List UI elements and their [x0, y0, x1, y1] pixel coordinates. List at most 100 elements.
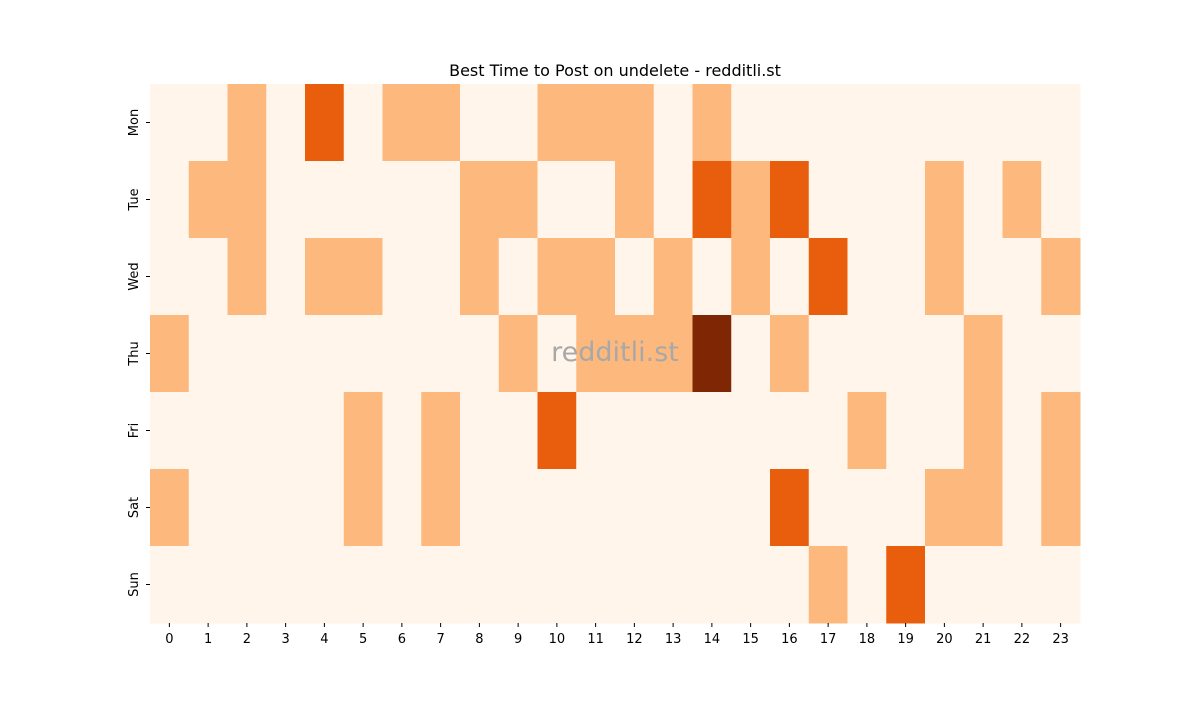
- heatmap-cell-tue-2: [227, 161, 267, 239]
- heatmap-cell-mon-18: [847, 84, 887, 162]
- heatmap-cell-wed-16: [770, 238, 810, 316]
- heatmap-cell-mon-20: [925, 84, 965, 162]
- x-tick-label: 5: [359, 632, 367, 647]
- heatmap-cell-sun-21: [963, 546, 1003, 624]
- heatmap-cell-mon-16: [770, 84, 810, 162]
- heatmap-cell-mon-8: [460, 84, 500, 162]
- heatmap-cell-sat-6: [382, 469, 422, 547]
- x-tick-label: 8: [475, 632, 483, 647]
- heatmap-cell-sat-18: [847, 469, 887, 547]
- heatmap-cell-tue-23: [1041, 161, 1081, 239]
- heatmap-cell-wed-2: [227, 238, 267, 316]
- heatmap-cell-sat-8: [460, 469, 500, 547]
- heatmap-cell-thu-6: [382, 315, 422, 393]
- heatmap-cell-wed-11: [576, 238, 616, 316]
- heatmap-cell-sun-20: [925, 546, 965, 624]
- heatmap-cell-thu-2: [227, 315, 267, 393]
- y-axis: Mon Tue Wed Thu Fri Sat Sun: [127, 109, 150, 597]
- heatmap-cell-wed-9: [498, 238, 538, 316]
- heatmap-cell-sat-3: [266, 469, 306, 547]
- heatmap-cell-tue-7: [421, 161, 461, 239]
- heatmap-cell-wed-22: [1002, 238, 1042, 316]
- heatmap-cell-wed-23: [1041, 238, 1081, 316]
- heatmap-cell-thu-19: [886, 315, 926, 393]
- heatmap-cell-sat-7: [421, 469, 461, 547]
- heatmap-cell-fri-16: [770, 392, 810, 470]
- x-tick-label: 7: [436, 632, 444, 647]
- heatmap-cell-wed-1: [188, 238, 228, 316]
- heatmap-cell-tue-21: [963, 161, 1003, 239]
- heatmap-cell-fri-12: [615, 392, 655, 470]
- heatmap-cell-sat-4: [305, 469, 345, 547]
- heatmap-cell-thu-4: [305, 315, 345, 393]
- heatmap-cell-thu-23: [1041, 315, 1081, 393]
- heatmap-cell-fri-18: [847, 392, 887, 470]
- heatmap-cell-tue-9: [498, 161, 538, 239]
- heatmap-cell-sun-2: [227, 546, 267, 624]
- heatmap-cell-sat-23: [1041, 469, 1081, 547]
- heatmap-cell-mon-5: [343, 84, 383, 162]
- heatmap-cell-sat-22: [1002, 469, 1042, 547]
- heatmap-cell-mon-11: [576, 84, 616, 162]
- y-tick-label: Fri: [127, 423, 142, 439]
- heatmap-cell-tue-15: [731, 161, 771, 239]
- heatmap-cell-fri-4: [305, 392, 345, 470]
- heatmap-cell-sun-5: [343, 546, 383, 624]
- heatmap-cell-sat-19: [886, 469, 926, 547]
- heatmap-cell-fri-7: [421, 392, 461, 470]
- heatmap-cell-tue-6: [382, 161, 422, 239]
- heatmap-cell-tue-8: [460, 161, 500, 239]
- heatmap-cell-sat-12: [615, 469, 655, 547]
- heatmap-cell-thu-10: [537, 315, 577, 393]
- heatmap-cell-sat-20: [925, 469, 965, 547]
- heatmap-cell-thu-20: [925, 315, 965, 393]
- heatmap-cell-mon-9: [498, 84, 538, 162]
- heatmap-cell-fri-10: [537, 392, 577, 470]
- x-tick-label: 3: [281, 632, 289, 647]
- heatmap-cell-fri-3: [266, 392, 306, 470]
- heatmap-cell-wed-20: [925, 238, 965, 316]
- x-tick-label: 6: [398, 632, 406, 647]
- heatmap-cell-sat-5: [343, 469, 383, 547]
- heatmap-cell-sun-11: [576, 546, 616, 624]
- x-tick-label: 11: [587, 632, 604, 647]
- heatmap-cell-thu-9: [498, 315, 538, 393]
- heatmap-cell-mon-10: [537, 84, 577, 162]
- heatmap-cell-tue-5: [343, 161, 383, 239]
- heatmap-cell-sun-0: [150, 546, 190, 624]
- heatmap-cell-fri-5: [343, 392, 383, 470]
- heatmap-cell-wed-4: [305, 238, 345, 316]
- heatmap-cell-thu-3: [266, 315, 306, 393]
- heatmap-cell-wed-3: [266, 238, 306, 316]
- heatmap-cell-sat-13: [653, 469, 693, 547]
- x-tick-label: 15: [742, 632, 759, 647]
- heatmap-cell-fri-1: [188, 392, 228, 470]
- heatmap-cell-fri-14: [692, 392, 732, 470]
- heatmap-cell-thu-15: [731, 315, 771, 393]
- heatmap-cell-tue-19: [886, 161, 926, 239]
- heatmap-cell-thu-0: [150, 315, 190, 393]
- heatmap-cell-thu-17: [808, 315, 848, 393]
- heatmap-cell-tue-14: [692, 161, 732, 239]
- heatmap-cell-tue-11: [576, 161, 616, 239]
- heatmap-cell-tue-17: [808, 161, 848, 239]
- heatmap-cell-thu-21: [963, 315, 1003, 393]
- heatmap-cell-fri-6: [382, 392, 422, 470]
- heatmap-cell-fri-11: [576, 392, 616, 470]
- heatmap-cell-wed-6: [382, 238, 422, 316]
- heatmap-cell-sun-1: [188, 546, 228, 624]
- x-tick-label: 17: [820, 632, 837, 647]
- y-tick-label: Wed: [127, 262, 142, 290]
- heatmap-cell-fri-0: [150, 392, 190, 470]
- heatmap-cell-mon-17: [808, 84, 848, 162]
- heatmap-cell-sun-9: [498, 546, 538, 624]
- heatmap-cell-mon-0: [150, 84, 190, 162]
- heatmap-cell-thu-13: [653, 315, 693, 393]
- heatmap-cell-thu-14: [692, 315, 732, 393]
- heatmap-cell-sun-19: [886, 546, 926, 624]
- y-tick-label: Thu: [127, 341, 142, 366]
- heatmap-cell-sun-7: [421, 546, 461, 624]
- heatmap-cell-thu-22: [1002, 315, 1042, 393]
- heatmap-cell-fri-2: [227, 392, 267, 470]
